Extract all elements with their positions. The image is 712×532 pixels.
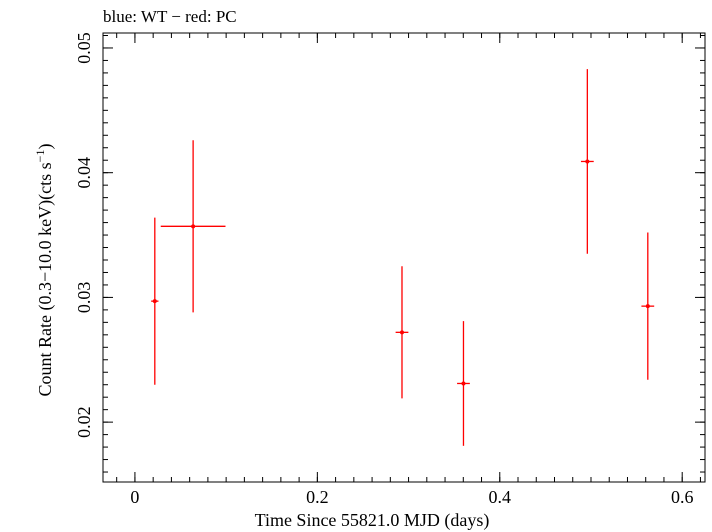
data-point <box>641 232 655 380</box>
data-series <box>151 69 655 446</box>
x-tick-label: 0 <box>130 487 139 507</box>
y-tick-label: 0.03 <box>74 282 94 314</box>
x-tick-label: 0.4 <box>489 487 512 507</box>
y-tick-label: 0.04 <box>74 157 94 189</box>
point-marker <box>399 330 404 335</box>
x-tick-label: 0.6 <box>671 487 694 507</box>
y-tick-label: 0.05 <box>74 32 94 64</box>
y-axis-label: Count Rate (0.3−10.0 keV)(cts s−1) <box>33 144 56 397</box>
point-marker <box>152 299 157 304</box>
x-tick-labels: 0 0.2 0.4 0.6 <box>130 487 693 507</box>
chart-title: blue: WT − red: PC <box>103 7 237 26</box>
point-marker <box>645 304 650 309</box>
x-axis-label: Time Since 55821.0 MJD (days) <box>255 510 490 531</box>
data-point <box>395 266 409 399</box>
data-point <box>160 140 226 313</box>
x-tick-label: 0.2 <box>306 487 329 507</box>
y-tick-labels: 0.02 0.03 0.04 0.05 <box>74 32 94 438</box>
data-point <box>457 321 470 446</box>
y-tick-label: 0.02 <box>74 406 94 438</box>
data-point <box>151 217 159 385</box>
point-marker <box>585 159 590 164</box>
plot-frame <box>102 32 706 483</box>
point-marker <box>461 381 466 386</box>
axis-ticks <box>103 33 705 482</box>
data-point <box>580 69 594 254</box>
point-marker <box>191 224 196 229</box>
